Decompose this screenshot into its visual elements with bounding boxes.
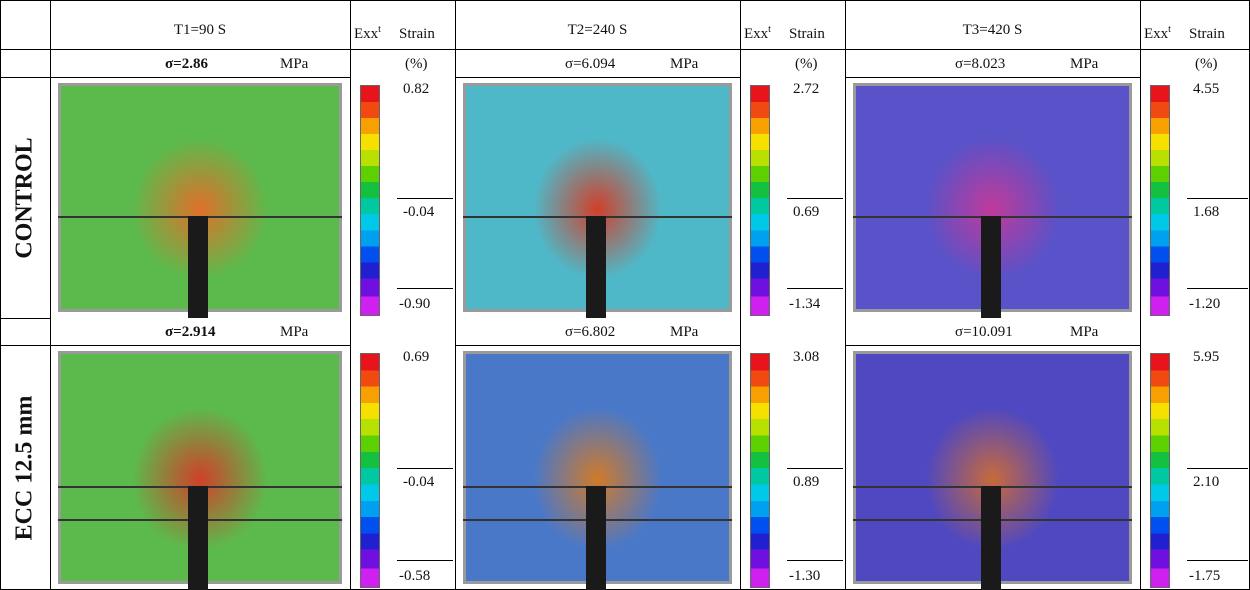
stress: σ=8.023 (955, 56, 1006, 72)
legend-title: Exxt (744, 24, 771, 42)
scale-min: -0.58 (399, 568, 431, 584)
scale-mid: 0.69 (793, 203, 820, 220)
scale-min: -1.20 (1189, 296, 1221, 312)
stress: σ=6.802 (565, 324, 616, 340)
scale-rule (787, 288, 843, 289)
scale-max: 2.72 (793, 81, 820, 97)
scale-min: -1.30 (789, 568, 821, 584)
rule (0, 318, 50, 319)
colorbar (750, 85, 770, 316)
rule (845, 77, 1140, 78)
scale-title: Strain (789, 26, 825, 42)
rule (0, 0, 1250, 1)
rule (455, 77, 740, 78)
stress-unit: MPa (1070, 324, 1099, 340)
stress-unit: MPa (670, 56, 699, 72)
stress: σ=10.091 (955, 324, 1013, 340)
legend-sup: t (1168, 24, 1171, 35)
rule (0, 49, 1250, 50)
colorbar (750, 353, 770, 588)
scale-rule (787, 560, 843, 561)
scale-rule (397, 560, 453, 561)
legend-title: Exxt (354, 24, 381, 42)
rule (0, 77, 50, 78)
legend-sup: t (378, 24, 381, 35)
notch (188, 486, 208, 590)
colorbar (360, 85, 380, 316)
colorbar (1150, 353, 1170, 588)
notch (980, 486, 1001, 590)
rule (50, 0, 51, 590)
scale-max: 5.95 (1193, 349, 1220, 365)
scale-min: -1.34 (789, 296, 821, 312)
scale-rule (1187, 288, 1248, 289)
column-title: T3=420 S (962, 22, 1023, 38)
scale-rule (397, 288, 453, 289)
notch (585, 215, 606, 318)
scale-mid: 2.10 (1193, 473, 1220, 490)
column-title: T1=90 S (173, 22, 227, 38)
rule (845, 345, 1140, 346)
rule (740, 0, 741, 590)
stress: σ=2.86 (165, 56, 208, 72)
stress-unit: MPa (280, 324, 309, 340)
scale-rule (1187, 467, 1248, 469)
scale-rule (787, 467, 843, 469)
scale-rule (1187, 197, 1248, 199)
scale-rule (787, 197, 843, 199)
stress: σ=6.094 (565, 56, 616, 72)
scale-rule (397, 197, 453, 199)
scale-min: -0.90 (399, 296, 431, 312)
scale-unit: (%) (795, 56, 818, 72)
notch (585, 486, 606, 590)
scale-max: 0.69 (403, 349, 430, 365)
scale-unit: (%) (405, 56, 428, 72)
rule (50, 77, 350, 78)
rule (845, 0, 846, 590)
scale-min: -1.75 (1189, 568, 1221, 584)
scale-max: 3.08 (793, 349, 820, 365)
scale-unit: (%) (1195, 56, 1218, 72)
rule (350, 0, 351, 590)
scale-rule (1187, 560, 1248, 561)
colorbar (360, 353, 380, 588)
legend-sup: t (768, 24, 771, 35)
row-label: CONTROL (11, 136, 38, 259)
stress: σ=2.914 (165, 324, 216, 340)
legend-title: Exxt (1144, 24, 1171, 42)
rule (455, 345, 740, 346)
scale-title: Strain (1189, 26, 1225, 42)
rule (50, 345, 350, 346)
stress-unit: MPa (280, 56, 309, 72)
rule (455, 0, 456, 590)
scale-max: 0.82 (403, 81, 430, 97)
scale-mid: 0.89 (793, 473, 820, 490)
rule (0, 0, 1, 590)
scale-mid: -0.04 (403, 473, 435, 490)
colorbar (1150, 85, 1170, 316)
notch (980, 215, 1001, 318)
scale-mid: 1.68 (1193, 203, 1220, 220)
row-label: ECC 12.5 mm (11, 395, 38, 540)
notch (188, 215, 208, 318)
scale-mid: -0.04 (403, 203, 435, 220)
stress-unit: MPa (1070, 56, 1099, 72)
scale-max: 4.55 (1193, 81, 1220, 97)
rule (1140, 0, 1141, 590)
stress-unit: MPa (670, 324, 699, 340)
rule (0, 345, 50, 346)
scale-rule (397, 467, 453, 469)
scale-title: Strain (399, 26, 435, 42)
column-title: T2=240 S (567, 22, 628, 38)
